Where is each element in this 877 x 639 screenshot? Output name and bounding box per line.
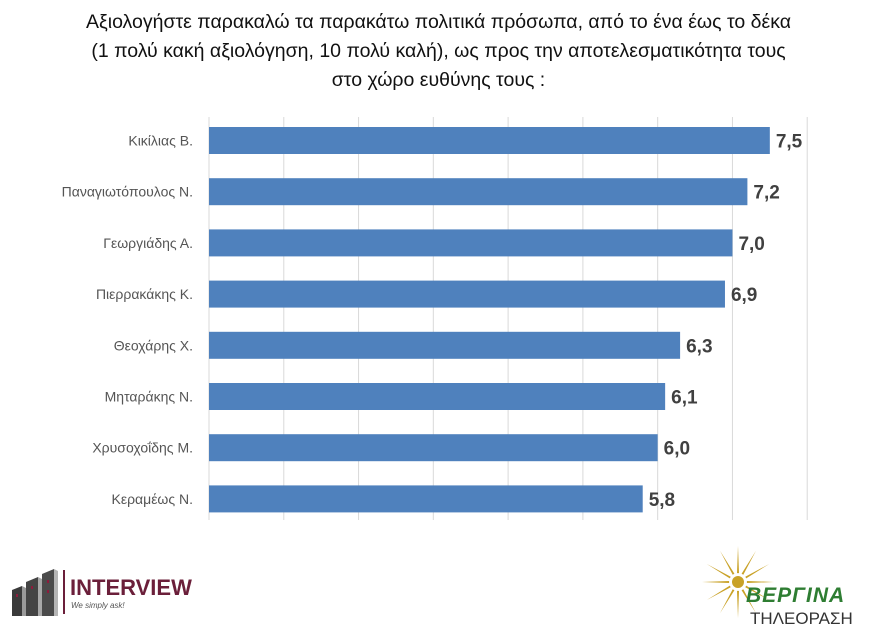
- value-label: 6,1: [671, 388, 698, 409]
- sun-ray: [745, 564, 770, 579]
- category-label: Κεραμέως Ν.: [111, 491, 193, 507]
- value-label: 6,9: [731, 285, 757, 306]
- bar: [209, 280, 725, 308]
- labels: Κικίλιας Β. 7,5 Παναγιωτόπουλος Ν. 7,2 Γεωργ…: [62, 132, 803, 511]
- category-label: Γεωργιάδης Α.: [103, 235, 193, 251]
- title-line-3: στο χώρο ευθύνης τους :: [331, 69, 546, 91]
- chart-title: Αξιολογήστε παρακαλώ τα παρακάτω πολιτικ…: [0, 8, 877, 95]
- value-label: 6,0: [664, 439, 690, 460]
- sun-ray: [741, 589, 756, 614]
- bar: [209, 127, 770, 154]
- title-line-1: Αξιολογήστε παρακαλώ τα παρακάτω πολιτικ…: [86, 11, 791, 33]
- category-label: Μηταράκης Ν.: [105, 389, 193, 405]
- value-label: 6,3: [686, 336, 712, 357]
- interview-logo: INTERVIEW We simply ask!: [12, 569, 192, 616]
- sun-ray: [720, 589, 735, 614]
- category-label: Πιερρακάκης Κ.: [96, 286, 193, 302]
- sun-ray: [745, 585, 770, 600]
- interview-name: INTERVIEW: [70, 575, 192, 600]
- sun-ray: [746, 581, 774, 583]
- bar: [209, 178, 748, 206]
- interview-divider: [63, 570, 65, 614]
- sun-ray: [706, 585, 731, 600]
- sun-ray: [741, 550, 756, 575]
- title-line-2: (1 πολύ κακή αξιολόγηση, 10 πολύ καλή), …: [91, 40, 786, 62]
- vergina-name: ΒΕΡΓΙΝΑ: [746, 584, 845, 607]
- vergina-sun-icon: [702, 546, 774, 618]
- sun-ray: [720, 550, 735, 575]
- sun-ray: [706, 564, 731, 579]
- bar: [209, 383, 666, 410]
- category-label: Χρυσοχοΐδης Μ.: [92, 440, 193, 456]
- interview-building-icon: [12, 569, 58, 616]
- sun-ray: [737, 546, 739, 574]
- vergina-logo: ΒΕΡΓΙΝΑ ΤΗΛΕΟΡΑΣΗ: [702, 546, 853, 628]
- bar: [209, 485, 643, 513]
- value-label: 7,2: [753, 183, 779, 204]
- sun-ray: [737, 590, 739, 618]
- category-label: Κικίλιας Β.: [128, 133, 193, 149]
- vergina-subtitle: ΤΗΛΕΟΡΑΣΗ: [750, 609, 853, 628]
- category-label: Θεοχάρης Χ.: [114, 337, 193, 353]
- value-label: 7,0: [738, 234, 764, 255]
- bar: [209, 229, 733, 257]
- sun-ray: [702, 581, 730, 583]
- bar: [209, 434, 658, 462]
- value-label: 7,5: [776, 132, 803, 153]
- bar: [209, 331, 681, 359]
- interview-tagline: We simply ask!: [71, 601, 125, 610]
- category-label: Παναγιωτόπουλος Ν.: [62, 184, 193, 200]
- bars: [209, 127, 770, 513]
- value-label: 5,8: [649, 490, 675, 511]
